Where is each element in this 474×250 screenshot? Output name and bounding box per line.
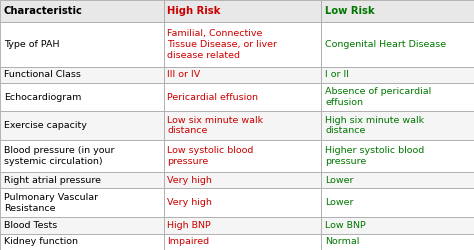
Text: Functional Class: Functional Class [4,70,81,79]
Text: Congenital Heart Disease: Congenital Heart Disease [325,40,447,49]
Text: Kidney function: Kidney function [4,237,78,246]
Bar [164,83,321,111]
Text: Blood pressure (in your
systemic circulation): Blood pressure (in your systemic circula… [4,146,114,166]
Text: Low six minute walk
distance: Low six minute walk distance [167,116,264,135]
Bar [0,188,164,217]
Text: Very high: Very high [167,176,212,184]
Text: Echocardiogram: Echocardiogram [4,92,81,102]
Text: Right atrial pressure: Right atrial pressure [4,176,101,184]
Text: Higher systolic blood
pressure: Higher systolic blood pressure [325,146,424,166]
Text: Lower: Lower [325,198,354,207]
Text: Very high: Very high [167,198,212,207]
Bar [321,217,474,234]
Bar [0,111,164,140]
Text: Pericardial effusion: Pericardial effusion [167,92,258,102]
Bar [321,188,474,217]
Bar [164,234,321,250]
Bar [0,172,164,188]
Bar [164,217,321,234]
Text: Impaired: Impaired [167,237,210,246]
Text: Lower: Lower [325,176,354,184]
Bar [164,22,321,66]
Bar [0,0,164,22]
Text: High six minute walk
distance: High six minute walk distance [325,116,424,135]
Bar [0,140,164,172]
Bar [321,234,474,250]
Text: Absence of pericardial
effusion: Absence of pericardial effusion [325,87,431,107]
Text: Low Risk: Low Risk [325,6,375,16]
Bar [0,66,164,83]
Text: Pulmonary Vascular
Resistance: Pulmonary Vascular Resistance [4,193,98,212]
Bar [321,111,474,140]
Text: Type of PAH: Type of PAH [4,40,59,49]
Text: Familial, Connective
Tissue Disease, or liver
disease related: Familial, Connective Tissue Disease, or … [167,29,277,60]
Bar [321,83,474,111]
Text: Low BNP: Low BNP [325,221,366,230]
Text: Normal: Normal [325,237,360,246]
Bar [321,22,474,66]
Text: Characteristic: Characteristic [4,6,82,16]
Text: Blood Tests: Blood Tests [4,221,57,230]
Text: Low systolic blood
pressure: Low systolic blood pressure [167,146,254,166]
Bar [164,172,321,188]
Bar [0,234,164,250]
Text: High BNP: High BNP [167,221,211,230]
Text: III or IV: III or IV [167,70,201,79]
Bar [164,0,321,22]
Bar [0,22,164,66]
Text: I or II: I or II [325,70,349,79]
Bar [0,83,164,111]
Bar [321,66,474,83]
Text: High Risk: High Risk [167,6,221,16]
Bar [321,172,474,188]
Bar [164,140,321,172]
Bar [164,111,321,140]
Bar [164,66,321,83]
Bar [321,0,474,22]
Text: Exercise capacity: Exercise capacity [4,121,87,130]
Bar [0,217,164,234]
Bar [164,188,321,217]
Bar [321,140,474,172]
